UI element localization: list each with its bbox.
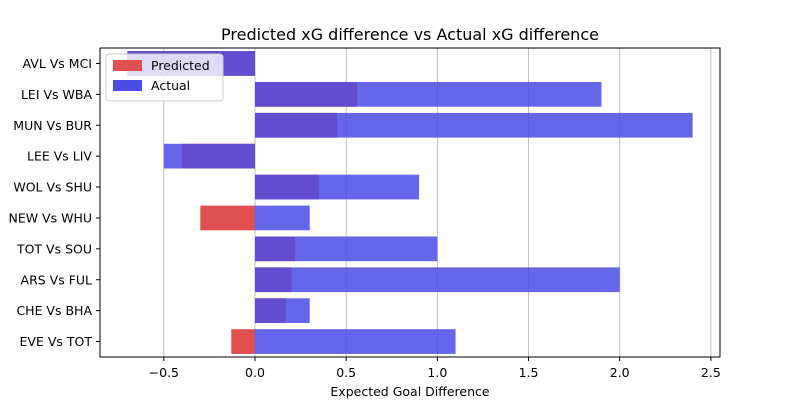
y-tick-label: NEW Vs WHU <box>8 210 92 225</box>
bar-predicted <box>231 329 255 354</box>
bar-predicted <box>200 205 255 231</box>
y-tick-label: TOT Vs SOU <box>16 241 92 256</box>
x-tick-label: 1.5 <box>519 365 539 380</box>
x-tick-label: 1.0 <box>427 365 447 380</box>
y-tick-label: CHE Vs BHA <box>16 303 92 318</box>
x-tick-label: 2.5 <box>701 365 721 380</box>
legend: Predicted Actual <box>105 53 224 102</box>
y-tick-label: LEE Vs LIV <box>27 149 92 164</box>
bar-actual <box>163 143 255 169</box>
x-tick-label: 0.5 <box>336 365 356 380</box>
bar-actual <box>255 205 310 231</box>
chart-title: Predicted xG difference vs Actual xG dif… <box>221 25 599 44</box>
y-tick-label: ARS Vs FUL <box>21 272 93 287</box>
x-tick-label: 2.0 <box>610 365 630 380</box>
bar-actual <box>255 112 693 138</box>
bar-actual <box>255 267 620 293</box>
y-tick-label: AVL Vs MCI <box>23 56 92 71</box>
bar-actual <box>255 236 438 262</box>
x-tick-label: 0.0 <box>245 365 265 380</box>
bar-actual <box>255 81 602 107</box>
legend-swatch <box>113 60 142 71</box>
x-axis-label: Expected Goal Difference <box>330 384 489 399</box>
y-axis: AVL Vs MCI LEI Vs WBA MUN Vs BUR LEE Vs LIV… <box>8 56 100 349</box>
bar-actual <box>255 329 456 354</box>
y-tick-label: LEI Vs WBA <box>21 87 92 102</box>
x-axis: −0.5 0.0 0.5 1.0 1.5 2.0 2.5 <box>149 357 721 380</box>
legend-label: Actual <box>151 78 190 93</box>
legend-swatch <box>113 80 142 91</box>
x-tick-label: −0.5 <box>149 365 179 380</box>
y-tick-label: EVE Vs TOT <box>20 334 93 349</box>
legend-label: Predicted <box>151 58 210 73</box>
plot-frame <box>99 47 721 358</box>
bar-actual <box>255 174 420 200</box>
bar-actual <box>255 298 310 324</box>
y-tick-label: MUN Vs BUR <box>13 118 92 133</box>
y-tick-label: WOL Vs SHU <box>13 180 92 195</box>
